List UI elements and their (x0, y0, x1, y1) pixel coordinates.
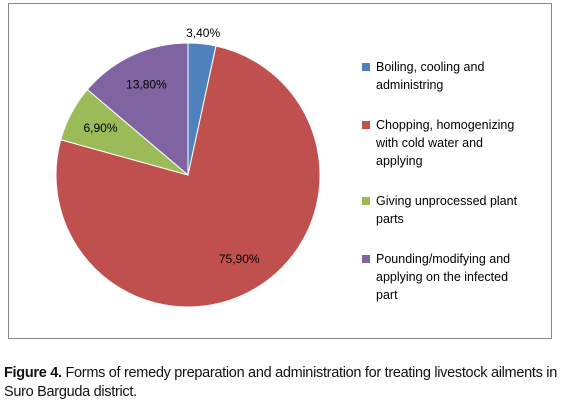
pie-slice (55, 45, 321, 308)
legend-swatch (362, 255, 370, 263)
pie-slice (86, 42, 189, 177)
legend-label: Boiling, cooling and administring (376, 60, 485, 92)
caption-label: Figure 4. (4, 365, 62, 381)
figure-caption: Figure 4. Forms of remedy preparation an… (4, 364, 560, 402)
data-label: 75,90% (219, 252, 260, 266)
legend-entry: Chopping, homogenizing with cold water a… (362, 116, 532, 170)
legend-swatch (362, 121, 370, 129)
data-label: 6,90% (83, 121, 117, 135)
legend-label: Pounding/modifying and applying on the i… (376, 252, 511, 302)
legend-swatch (362, 63, 370, 71)
chart-frame (8, 3, 552, 339)
legend-entry: Giving unprocessed plant parts (362, 192, 532, 228)
caption-text: Forms of remedy preparation and administ… (4, 365, 557, 400)
legend-label: Giving unprocessed plant parts (376, 194, 518, 226)
legend-entry: Boiling, cooling and administring (362, 58, 532, 94)
legend-label: Chopping, homogenizing with cold water a… (376, 118, 515, 168)
data-label: 3,40% (186, 26, 220, 40)
data-label: 13,80% (126, 77, 167, 91)
legend-entry: Pounding/modifying and applying on the i… (362, 250, 532, 304)
legend-swatch (362, 197, 370, 205)
legend: Boiling, cooling and administring Choppin… (362, 58, 532, 326)
